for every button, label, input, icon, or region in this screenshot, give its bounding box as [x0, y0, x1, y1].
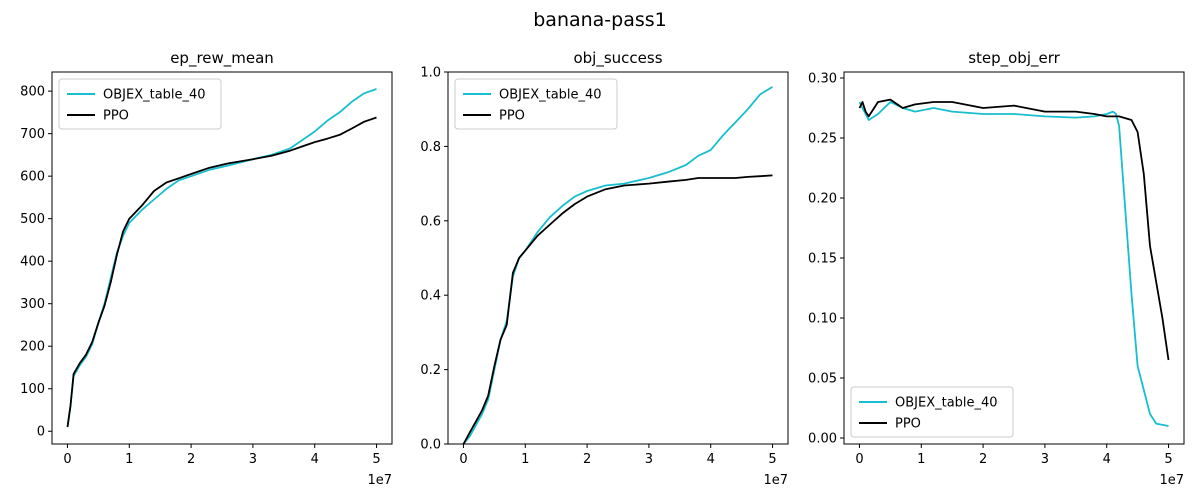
- subplot-step-obj-err: step_obj_err 0 1 2 3 4 5 1e7 0.00 0.05 0.10 0.15 0.2…: [808, 49, 1185, 488]
- legend-label-objex-table-40: OBJEX_table_40: [499, 88, 602, 103]
- subplot-title: step_obj_err: [968, 49, 1060, 68]
- x-tick-label: 2: [583, 452, 591, 467]
- legend-box: [454, 78, 618, 130]
- x-tick-label: 0: [459, 452, 467, 467]
- figure-title: banana-pass1: [533, 9, 667, 31]
- legend-label-ppo: PPO: [895, 417, 921, 432]
- x-tick-label: 5: [768, 452, 776, 467]
- series-line-objex-table-40: [66, 88, 377, 428]
- x-tick-label: 2: [979, 452, 987, 467]
- x-tick-label: 4: [1103, 452, 1111, 467]
- axes-frame: [51, 71, 393, 445]
- x-tick-label: 4: [707, 452, 715, 467]
- y-tick-label: 800: [20, 85, 45, 100]
- y-tick-label: 0.00: [808, 432, 837, 447]
- series-line-ppo: [858, 98, 1170, 361]
- y-tick-label: 0.6: [420, 214, 441, 229]
- subplot-obj-success: obj_success 0 1 2 3 4 5 1e7 0.0 0.2 0.4 0.6 0.8 1.0 OB…: [420, 49, 789, 488]
- x-tick-label: 1: [125, 452, 133, 467]
- legend-label-ppo: PPO: [103, 109, 129, 124]
- legend-label-objex-table-40: OBJEX_table_40: [103, 88, 206, 103]
- x-tick-label: 3: [249, 452, 257, 467]
- legend: OBJEX_table_40 PPO: [58, 78, 222, 130]
- x-tick-label: 5: [1164, 452, 1172, 467]
- x-offset-label: 1e7: [763, 473, 788, 488]
- subplot-ep-rew-mean: ep_rew_mean 0 1 2 3 4 5 1e7 0 100 200 300 400 500 600 7…: [20, 49, 393, 488]
- y-tick-label: 700: [20, 127, 45, 142]
- y-tick-label: 0.4: [420, 289, 441, 304]
- series-line-ppo: [66, 116, 377, 428]
- x-tick-label: 2: [187, 452, 195, 467]
- legend-label-objex-table-40: OBJEX_table_40: [895, 396, 998, 411]
- y-tick-label: 0.25: [808, 132, 837, 147]
- x-tick-label: 5: [372, 452, 380, 467]
- y-tick-label: 0.15: [808, 252, 837, 267]
- subplot-title: ep_rew_mean: [170, 49, 274, 68]
- y-tick-label: 1.0: [420, 66, 441, 81]
- x-tick-label: 1: [521, 452, 529, 467]
- legend-box: [850, 386, 1014, 438]
- legend-label-ppo: PPO: [499, 109, 525, 124]
- y-tick-label: 0.10: [808, 312, 837, 327]
- subplot-title: obj_success: [573, 49, 662, 68]
- series-line-objex-table-40: [462, 86, 773, 444]
- y-tick-label: 0.2: [420, 363, 441, 378]
- x-tick-label: 0: [63, 452, 71, 467]
- legend: OBJEX_table_40 PPO: [850, 386, 1014, 438]
- series-line-objex-table-40: [858, 101, 1169, 427]
- y-tick-label: 300: [20, 297, 45, 312]
- legend: OBJEX_table_40 PPO: [454, 78, 618, 130]
- y-tick-label: 0: [37, 425, 45, 440]
- y-tick-label: 600: [20, 170, 45, 185]
- y-tick-label: 0.05: [808, 372, 837, 387]
- x-tick-label: 1: [917, 452, 925, 467]
- x-offset-label: 1e7: [367, 473, 392, 488]
- series-line-ppo: [462, 174, 773, 444]
- x-tick-label: 3: [645, 452, 653, 467]
- y-tick-label: 200: [20, 340, 45, 355]
- x-offset-label: 1e7: [1159, 473, 1184, 488]
- y-tick-label: 400: [20, 255, 45, 270]
- y-tick-label: 0.0: [420, 438, 441, 453]
- x-tick-label: 4: [311, 452, 319, 467]
- y-tick-label: 100: [20, 382, 45, 397]
- y-tick-label: 0.20: [808, 192, 837, 207]
- x-tick-label: 0: [855, 452, 863, 467]
- x-tick-label: 3: [1041, 452, 1049, 467]
- y-tick-label: 0.8: [420, 140, 441, 155]
- axes-frame: [447, 71, 789, 445]
- legend-box: [58, 78, 222, 130]
- y-tick-label: 0.30: [808, 72, 837, 87]
- y-tick-label: 500: [20, 212, 45, 227]
